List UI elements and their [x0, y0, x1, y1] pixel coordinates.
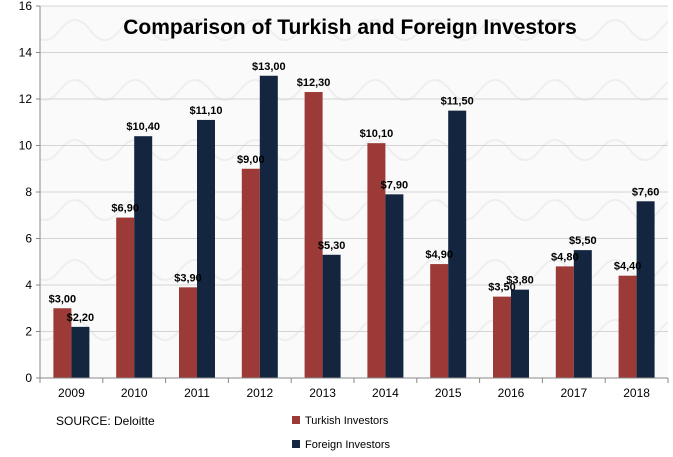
data-label: $4,90: [425, 249, 453, 261]
data-label: $5,50: [569, 235, 597, 247]
bar-foreign: [573, 250, 592, 378]
data-label: $4,40: [614, 261, 642, 273]
bar-foreign: [511, 289, 529, 378]
data-label: $10,40: [126, 121, 160, 133]
x-tick-label: 2016: [498, 386, 525, 400]
x-tick-label: 2015: [435, 386, 462, 400]
data-label: $7,60: [632, 186, 660, 198]
data-label: $12,30: [297, 77, 331, 89]
data-label: $11,50: [441, 96, 474, 108]
bar-turkish: [618, 275, 637, 378]
x-tick-label: 2012: [246, 386, 273, 400]
data-label: $4,80: [551, 251, 579, 263]
data-label: $13,00: [252, 61, 286, 73]
axes: 0 2 4 6 8 10 12 14 16 2009 2010 2011 2012 2013 2014 201…: [19, 0, 669, 400]
data-label: $7,90: [381, 179, 409, 191]
y-tick-label: 0: [25, 371, 32, 385]
bar-turkish: [493, 296, 511, 378]
legend: Turkish Investors Foreign Investors: [292, 415, 390, 451]
y-tick-label: 2: [25, 325, 32, 339]
chart-title: Comparison of Turkish and Foreign Invest…: [123, 16, 577, 39]
bar-turkish: [367, 143, 386, 378]
data-label: $3,50: [488, 282, 516, 294]
bar-foreign: [636, 201, 655, 378]
y-tick-label: 12: [19, 92, 33, 106]
y-tick-label: 14: [19, 46, 33, 60]
bar-turkish: [304, 92, 323, 379]
bar-turkish: [179, 287, 197, 378]
legend-swatch-foreign: [292, 440, 300, 448]
source-note: SOURCE: Deloitte: [56, 414, 155, 428]
data-label: $9,00: [237, 154, 265, 166]
data-label: $3,00: [49, 293, 77, 305]
data-label: $5,30: [318, 240, 346, 252]
x-tick-label: 2009: [58, 386, 85, 400]
bar-foreign: [197, 119, 215, 379]
x-tick-label: 2018: [623, 386, 650, 400]
data-label: $6,90: [111, 203, 139, 215]
x-tick-label: 2010: [121, 386, 148, 400]
legend-label-turkish: Turkish Investors: [305, 415, 389, 427]
bar-turkish: [116, 217, 135, 378]
legend-label-foreign: Foreign Investors: [305, 439, 390, 451]
bar-turkish: [241, 168, 260, 378]
bar-foreign: [134, 136, 153, 378]
bar-foreign: [71, 326, 90, 378]
x-tick-label: 2013: [309, 386, 336, 400]
bar-turkish: [555, 266, 574, 378]
bar-turkish: [430, 264, 449, 378]
bar-foreign: [259, 75, 278, 378]
x-tick-label: 2017: [560, 386, 587, 400]
bar-foreign: [385, 194, 404, 378]
data-label: $3,90: [174, 272, 202, 284]
bar-foreign: [448, 110, 467, 378]
x-tick-label: 2014: [372, 386, 399, 400]
bar-turkish: [53, 308, 72, 378]
y-tick-label: 10: [19, 139, 33, 153]
data-label: $3,80: [506, 275, 534, 287]
y-tick-label: 8: [25, 185, 32, 199]
bars: [53, 75, 655, 379]
x-tick-label: 2011: [184, 386, 210, 400]
data-label: $10,10: [360, 128, 394, 140]
legend-swatch-turkish: [292, 416, 300, 424]
y-tick-label: 4: [25, 278, 32, 292]
bar-foreign: [322, 254, 341, 378]
data-label: $2,20: [67, 312, 95, 324]
y-tick-label: 6: [25, 232, 32, 246]
data-label: $11,10: [189, 105, 222, 117]
y-tick-label: 16: [19, 0, 33, 13]
data-labels: $3,00 $2,20 $6,90 $10,40 $3,90 $11,10 $9,00 $13…: [49, 61, 660, 324]
